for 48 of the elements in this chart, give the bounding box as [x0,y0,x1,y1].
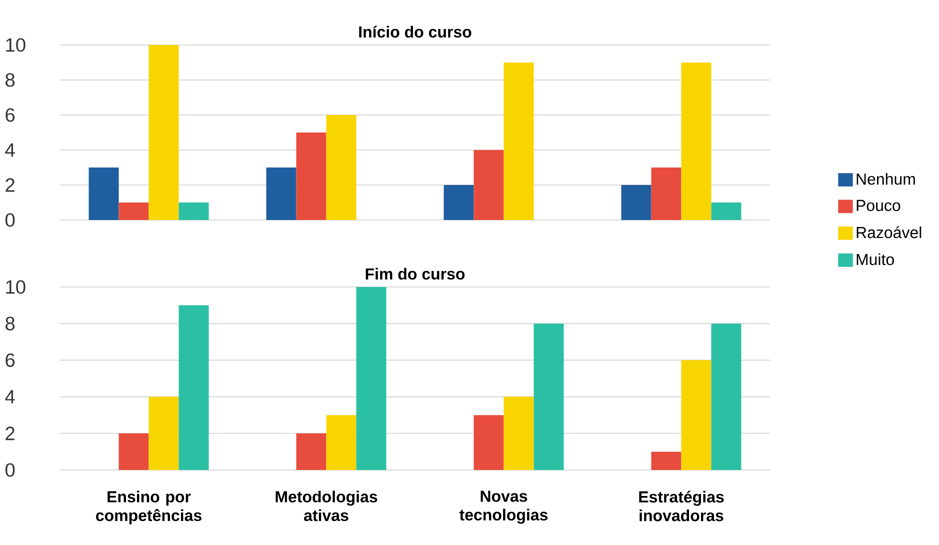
bar [504,62,534,220]
bar [326,415,356,470]
x-tick-label: Metodologias ativas [276,490,378,522]
y-tick-label: 8 [6,316,15,330]
bar [474,415,504,470]
legend-label: Muito [856,253,894,266]
y-tick-label: 2 [6,178,14,192]
bar [266,167,296,220]
bar [711,202,742,220]
bar [651,452,682,470]
x-tick-label: Novas tecnologias [459,490,548,524]
x-tick-label: Estratégias inovadoras [639,490,724,522]
y-tick-label: 8 [6,73,15,87]
bar [681,360,712,470]
bar [118,433,149,470]
legend-label: Razoável [856,226,922,238]
bar [621,184,652,220]
bar [178,202,209,220]
y-tick-label: 10 [6,280,26,294]
y-tick-label: 6 [6,108,15,122]
y-tick-label: 2 [6,426,14,440]
legend-label: Nenhum [856,173,915,185]
bar [148,44,179,220]
bar [504,396,534,470]
y-tick-label: 10 [6,38,26,52]
bar [711,324,742,470]
bar [118,202,149,220]
y-tick-label: 4 [5,143,15,157]
bar [651,167,682,220]
bar [296,433,326,470]
bar [356,286,386,470]
chart-title: Fim do curso [366,268,465,280]
bar [178,305,209,470]
bar [326,114,356,220]
bar [474,150,504,220]
bar [444,184,474,220]
y-tick-label: 0 [5,213,15,227]
bar [296,132,326,220]
bar [534,324,564,470]
bar [88,167,119,220]
legend-label: Pouco [856,200,900,212]
x-tick-label: Ensino por competências [96,490,202,524]
y-tick-label: 6 [6,353,15,367]
bar [148,396,179,470]
y-tick-label: 4 [5,390,15,404]
chart-title: Início do curso [359,26,472,38]
bar [681,62,712,220]
y-tick-label: 0 [5,463,15,477]
